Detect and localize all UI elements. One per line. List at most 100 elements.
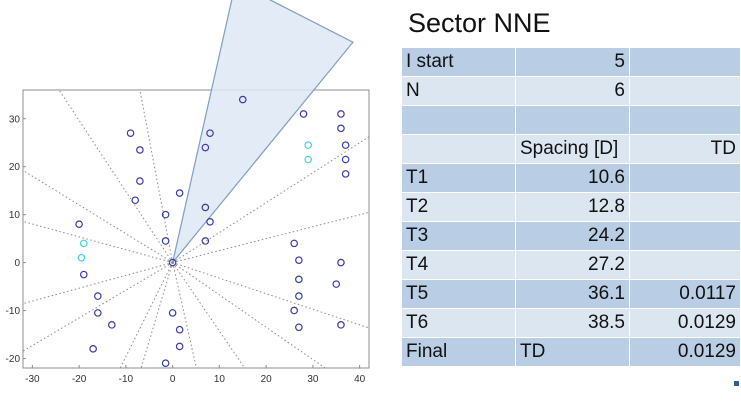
sheet-row: T1 10.6 bbox=[401, 163, 741, 193]
sheet-cell-col3[interactable]: 0.0129 bbox=[629, 308, 741, 338]
turbine-marker bbox=[168, 258, 177, 267]
sheet-cell-col2[interactable]: TD bbox=[515, 337, 630, 367]
sector-ray bbox=[172, 262, 246, 369]
x-tick-label: 10 bbox=[214, 374, 226, 385]
turbine-marker bbox=[126, 129, 135, 137]
sheet-cell-col3[interactable] bbox=[629, 192, 741, 222]
turbine-marker bbox=[238, 95, 247, 104]
sheet-row bbox=[401, 105, 741, 135]
turbine-marker bbox=[94, 292, 102, 300]
x-tick-label: 30 bbox=[307, 374, 319, 385]
sheet-cell-col3[interactable] bbox=[629, 76, 741, 106]
turbine-marker bbox=[131, 196, 140, 205]
sheet-cell-col1[interactable]: T5 bbox=[401, 279, 516, 309]
sector-ray bbox=[172, 262, 326, 369]
turbine-marker bbox=[201, 237, 210, 245]
sector-ray bbox=[172, 262, 370, 329]
turbine-marker bbox=[108, 321, 116, 329]
x-tick-label: 20 bbox=[261, 374, 273, 385]
sheet-cell-col3[interactable] bbox=[629, 250, 741, 280]
highlighted-turbine-marker bbox=[304, 155, 313, 164]
sheet-cell-col1[interactable]: T1 bbox=[401, 163, 516, 193]
sector-nne-wedge bbox=[172, 0, 354, 263]
x-tick-label: -30 bbox=[25, 374, 40, 385]
turbine-marker bbox=[341, 155, 350, 164]
turbine-marker bbox=[89, 345, 97, 353]
sheet-cell-col2[interactable]: 24.2 bbox=[515, 221, 630, 251]
sheet-cell-col3[interactable] bbox=[629, 221, 741, 251]
turbine-marker bbox=[79, 270, 88, 279]
sheet-cell-col3[interactable] bbox=[629, 163, 741, 193]
highlighted-turbine-marker bbox=[79, 239, 88, 248]
turbine-marker bbox=[332, 280, 341, 288]
x-tick-label: -10 bbox=[119, 374, 134, 385]
sheet-cell-col1[interactable]: T2 bbox=[401, 192, 516, 222]
turbine-marker bbox=[337, 321, 345, 329]
turbine-marker bbox=[295, 292, 303, 300]
turbine-marker bbox=[136, 177, 144, 185]
sector-ray bbox=[139, 89, 174, 263]
sector-ray bbox=[58, 89, 174, 263]
turbine-marker bbox=[201, 203, 210, 212]
x-tick-label: 0 bbox=[170, 374, 176, 385]
turbine-marker bbox=[175, 325, 184, 334]
sheet-cell-col1[interactable]: I start bbox=[401, 47, 516, 77]
turbine-marker bbox=[341, 170, 350, 178]
sheet-cell-col1[interactable]: Final bbox=[401, 337, 516, 367]
sheet-cell-col3[interactable] bbox=[629, 105, 741, 135]
sector-ray bbox=[22, 262, 173, 305]
sheet-row: T3 24.2 bbox=[401, 221, 741, 251]
sheet-cell-col1[interactable]: T4 bbox=[401, 250, 516, 280]
turbine-marker bbox=[341, 141, 350, 149]
wind-farm-scatter-plot: -30 -20 -10 0 10 20 30 40 -20 -10 0 10 20 30 bbox=[6, 0, 370, 385]
sheet-cell-col1[interactable] bbox=[401, 105, 516, 135]
sheet-row: T6 38.5 0.0129 bbox=[401, 308, 741, 338]
turbine-marker bbox=[206, 129, 214, 137]
resize-handle[interactable] bbox=[734, 381, 739, 386]
sector-title: Sector NNE bbox=[408, 8, 551, 38]
turbine-marker bbox=[337, 258, 345, 267]
turbine-markers bbox=[75, 95, 350, 368]
x-tick-label: 40 bbox=[354, 374, 366, 385]
sector-ray bbox=[22, 262, 173, 352]
sheet-cell-col2[interactable]: 5 bbox=[515, 47, 630, 77]
sheet-cell-col2[interactable]: Spacing [D] bbox=[515, 134, 630, 164]
highlighted-turbine-marker bbox=[77, 253, 86, 262]
sheet-cell-col3[interactable] bbox=[629, 47, 741, 77]
sheet-cell-col2[interactable]: 36.1 bbox=[515, 279, 630, 309]
sheet-cell-col2[interactable] bbox=[515, 105, 630, 135]
sheet-row: T5 36.1 0.0117 bbox=[401, 279, 741, 309]
sheet-cell-col3[interactable]: TD bbox=[629, 134, 741, 164]
turbine-marker bbox=[161, 210, 170, 219]
y-axis-ticks: -20 -10 0 10 20 30 bbox=[6, 114, 26, 365]
y-tick-label: 10 bbox=[9, 210, 21, 221]
sheet-cell-col3[interactable]: 0.0129 bbox=[629, 337, 741, 367]
sheet-cell-col1[interactable]: N bbox=[401, 76, 516, 106]
turbine-marker bbox=[290, 239, 298, 248]
sheet-cell-col2[interactable]: 38.5 bbox=[515, 308, 630, 338]
sheet-cell-col1[interactable]: T3 bbox=[401, 221, 516, 251]
sector-ray bbox=[172, 211, 370, 264]
sheet-cell-col2[interactable]: 10.6 bbox=[515, 163, 630, 193]
sheet-cell-col1[interactable] bbox=[401, 134, 516, 164]
turbine-marker bbox=[295, 323, 303, 332]
sheet-cell-col2[interactable]: 6 bbox=[515, 76, 630, 106]
sector-ray bbox=[22, 220, 173, 264]
highlighted-turbine-marker bbox=[304, 141, 313, 149]
sheet-cell-col2[interactable]: 27.2 bbox=[515, 250, 630, 280]
x-tick-label: -20 bbox=[72, 374, 87, 385]
y-tick-label: 0 bbox=[14, 258, 20, 269]
sheet-row: Final TD 0.0129 bbox=[401, 337, 741, 367]
sheet-cell-col1[interactable]: T6 bbox=[401, 308, 516, 338]
turbine-marker bbox=[299, 110, 308, 118]
y-tick-label: 20 bbox=[9, 162, 21, 173]
sheet-cell-col3[interactable]: 0.0117 bbox=[629, 279, 741, 309]
sheet-row: I start 5 bbox=[401, 47, 741, 77]
turbine-marker bbox=[75, 220, 83, 229]
sheet-cell-col2[interactable]: 12.8 bbox=[515, 192, 630, 222]
turbine-marker bbox=[168, 309, 177, 317]
turbine-marker bbox=[290, 306, 298, 315]
turbine-marker bbox=[136, 146, 144, 154]
turbine-marker bbox=[295, 256, 303, 264]
